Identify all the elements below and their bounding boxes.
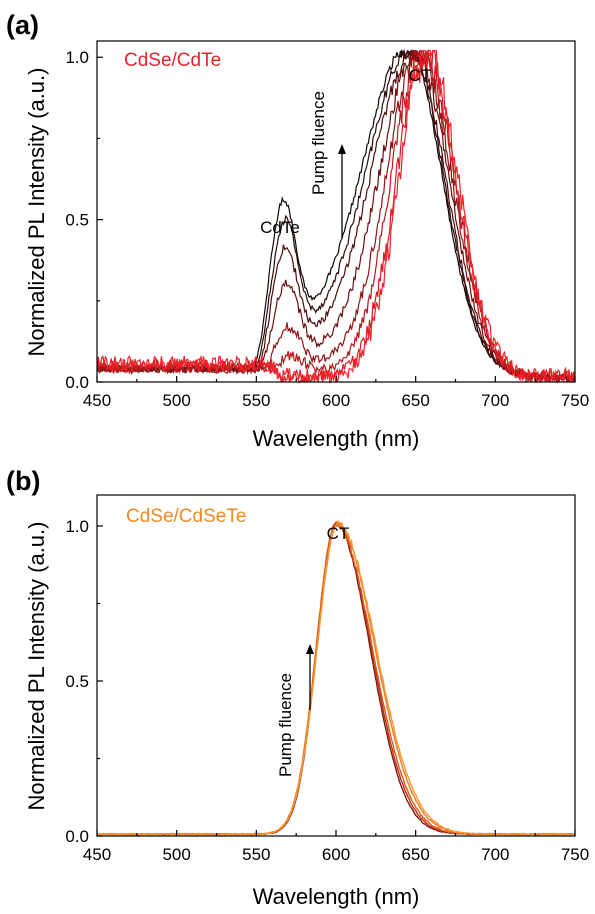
panel-b-x-tick-label: 700 <box>481 845 509 864</box>
panel-a-x-tick-label: 500 <box>162 391 190 410</box>
panel-b-series-line <box>97 522 575 834</box>
panel-b-pump-fluence-label: Pump fluence <box>276 673 295 777</box>
panel-a-y-tick-label: 1.0 <box>65 48 89 67</box>
panel-a-x-tick-label: 450 <box>83 391 111 410</box>
panel-b-series-line <box>97 522 575 835</box>
panel-b: (b) CdSe/CdSeTe 450 500 550 600 650 700 750 0.… <box>6 466 589 909</box>
panel-a-label: (a) <box>6 10 39 40</box>
panel-a-series-group <box>97 51 575 382</box>
panel-b-y-axis-title: Normalized PL Intensity (a.u.) <box>24 522 49 811</box>
panel-b-x-tick-label: 650 <box>401 845 429 864</box>
panel-a-series-line <box>97 51 575 380</box>
panel-a-series-line <box>97 51 575 382</box>
panel-a-y-tick-label: 0.5 <box>65 211 89 230</box>
panel-b-y-tick-label: 0.0 <box>65 827 89 846</box>
panel-a-pump-fluence-label: Pump fluence <box>309 91 328 195</box>
panel-a-plot-frame <box>97 41 575 382</box>
panel-a-series-line <box>97 51 575 382</box>
panel-a-series-line <box>97 51 575 381</box>
panel-b-sample-label: CdSe/CdSeTe <box>126 506 246 527</box>
panel-a-series-line <box>97 51 575 381</box>
panel-a-x-tick-label: 550 <box>242 391 270 410</box>
panel-b-series-line <box>97 521 575 835</box>
panel-a: (a) CdSe/CdTe 450 500 550 600 650 700 750 0.0 0… <box>6 10 589 451</box>
panel-a-series-line <box>97 51 575 379</box>
panel-a-ct-label: CT <box>409 66 432 85</box>
panel-b-x-tick-label: 500 <box>162 845 190 864</box>
panel-b-x-axis-title: Wavelength (nm) <box>253 884 420 909</box>
panel-b-y-tick-label: 0.5 <box>65 672 89 691</box>
panel-b-label: (b) <box>6 466 40 496</box>
panel-b-plot-frame <box>97 495 575 836</box>
panel-a-sample-label: CdSe/CdTe <box>124 50 221 71</box>
panel-a-cdte-label: CdTe <box>260 218 300 237</box>
panel-b-x-tick-label: 450 <box>83 845 111 864</box>
panel-a-pump-fluence-arrow <box>338 144 346 238</box>
panel-b-y-tick-label: 1.0 <box>65 517 89 536</box>
panel-a-x-ticks: 450 500 550 600 650 700 750 <box>83 376 589 410</box>
panel-a-y-axis-title: Normalized PL Intensity (a.u.) <box>24 68 49 357</box>
panel-a-series-line <box>97 51 575 382</box>
panel-a-x-tick-label: 700 <box>481 391 509 410</box>
panel-a-x-axis-title: Wavelength (nm) <box>253 426 420 451</box>
panel-b-series-line <box>97 523 575 834</box>
panel-b-x-tick-label: 600 <box>322 845 350 864</box>
panel-b-x-tick-label: 750 <box>561 845 589 864</box>
panel-a-x-tick-label: 650 <box>401 391 429 410</box>
panel-b-x-tick-label: 550 <box>242 845 270 864</box>
panel-a-x-tick-label: 750 <box>561 391 589 410</box>
panel-a-series-line <box>97 51 575 382</box>
panel-b-ct-label: CT <box>327 524 350 543</box>
panel-a-y-tick-label: 0.0 <box>65 373 89 392</box>
panel-a-x-tick-label: 600 <box>322 391 350 410</box>
panel-b-series-group <box>97 521 575 835</box>
panel-b-series-line <box>97 525 575 835</box>
